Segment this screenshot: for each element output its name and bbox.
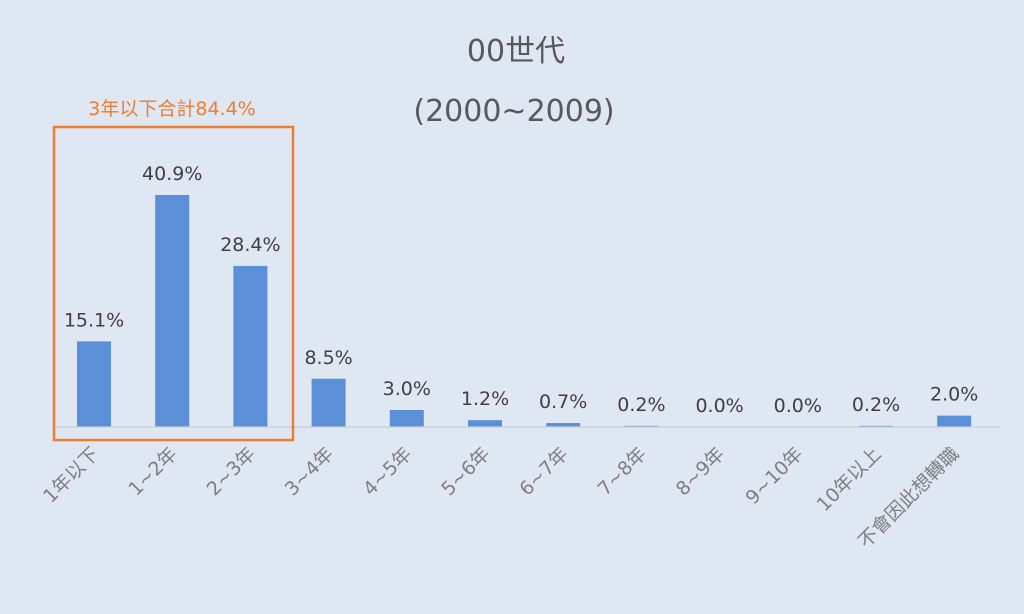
x-tick-label-9: 9~10年 [741,443,807,509]
data-label-11: 2.0% [930,384,978,406]
bar-6 [546,423,581,427]
x-tick-label-8: 8~9年 [672,443,729,500]
bar-5 [468,420,502,427]
bar-1 [155,195,190,427]
x-tick-label-1: 1~2年 [124,443,181,500]
bar-2 [233,265,268,427]
data-label-2: 28.4% [220,234,280,256]
x-tick-label-5: 5~6年 [437,443,494,500]
highlight-box [52,125,295,442]
x-tick-label-0: 1年以下 [39,443,103,507]
data-label-4: 3.0% [383,378,431,400]
bar-0 [77,341,111,427]
bars-layer [77,195,972,427]
data-label-3: 8.5% [304,347,352,369]
data-label-8: 0.0% [695,395,743,417]
highlight-annotation: 3年以下合計84.4% [88,98,255,120]
bar-3 [311,378,346,427]
data-labels-layer: 15.1% 40.9% 28.4% 8.5% 3.0% 1.2% 0.7% 0.2% 0.0% 0… [64,163,979,417]
x-tick-label-10: 10年以上 [813,443,886,516]
data-label-0: 15.1% [64,309,124,331]
x-tick-label-7: 7~8年 [594,443,651,500]
data-label-10: 0.2% [852,394,900,416]
data-label-5: 1.2% [461,388,509,410]
chart-title-line1: 00世代 [467,34,565,69]
x-tick-label-6: 6~7年 [515,443,572,500]
data-label-9: 0.0% [774,395,822,417]
bar-4 [389,409,424,427]
bar-11 [937,415,972,427]
chart-title-line2: (2000~2009) [413,94,614,129]
x-tick-label-4: 4~5年 [359,443,416,500]
x-tick-label-3: 3~4年 [281,443,338,500]
data-label-7: 0.2% [617,394,665,416]
data-label-1: 40.9% [142,163,202,185]
x-tick-label-2: 2~3年 [203,443,260,500]
data-label-6: 0.7% [539,391,587,413]
x-tick-labels-layer: 1年以下 1~2年 2~3年 3~4年 4~5年 5~6年 6~7年 7~8年 8~9年 9~10… [39,443,964,553]
